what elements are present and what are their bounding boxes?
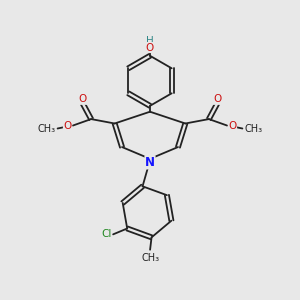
Text: O: O — [213, 94, 221, 104]
Text: Cl: Cl — [101, 230, 112, 239]
Text: O: O — [63, 121, 72, 130]
Text: O: O — [79, 94, 87, 104]
Text: CH₃: CH₃ — [141, 253, 159, 263]
Text: CH₃: CH₃ — [244, 124, 262, 134]
Text: •: • — [150, 253, 151, 254]
Text: O: O — [228, 121, 237, 130]
Text: N: N — [145, 156, 155, 169]
Text: H: H — [146, 36, 154, 46]
Text: CH₃: CH₃ — [38, 124, 56, 134]
Text: O: O — [146, 43, 154, 52]
